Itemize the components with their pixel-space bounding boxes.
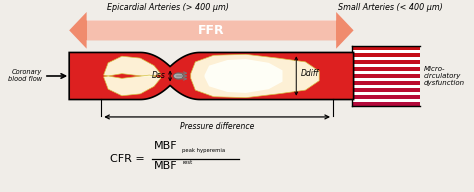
Bar — [352, 74, 420, 78]
Bar — [352, 64, 420, 67]
Bar — [87, 21, 336, 40]
Text: peak hyperemia: peak hyperemia — [182, 148, 226, 153]
Bar — [352, 85, 420, 88]
Text: rest: rest — [182, 160, 193, 165]
Bar — [352, 102, 420, 106]
Polygon shape — [69, 52, 354, 99]
Text: Pressure difference: Pressure difference — [180, 122, 255, 131]
Polygon shape — [191, 54, 319, 98]
Bar — [352, 53, 420, 57]
Text: CFR =: CFR = — [110, 154, 148, 164]
Bar — [352, 67, 420, 71]
Bar — [352, 88, 420, 92]
Bar — [352, 95, 420, 99]
Text: Dss: Dss — [152, 71, 165, 80]
Polygon shape — [204, 59, 283, 93]
Text: Coronary
blood flow: Coronary blood flow — [8, 70, 42, 83]
Bar — [352, 78, 420, 81]
Bar — [352, 57, 420, 60]
Bar — [352, 71, 420, 74]
Text: Small Arteries (< 400 μm): Small Arteries (< 400 μm) — [338, 2, 443, 12]
Polygon shape — [69, 12, 354, 49]
Bar — [352, 50, 420, 53]
Polygon shape — [104, 56, 161, 77]
Bar — [352, 81, 420, 85]
Polygon shape — [104, 75, 161, 96]
Bar — [352, 99, 420, 102]
Ellipse shape — [173, 73, 183, 79]
Bar — [352, 46, 420, 50]
Bar — [352, 92, 420, 95]
Text: Ddiff: Ddiff — [301, 69, 319, 78]
Bar — [352, 60, 420, 64]
Text: Epicardial Arteries (> 400 μm): Epicardial Arteries (> 400 μm) — [107, 2, 229, 12]
Text: Micro-
circulatory
dysfunction: Micro- circulatory dysfunction — [424, 66, 465, 86]
Text: MBF: MBF — [154, 161, 178, 171]
Text: MBF: MBF — [154, 141, 178, 151]
Text: FFR: FFR — [198, 24, 225, 37]
